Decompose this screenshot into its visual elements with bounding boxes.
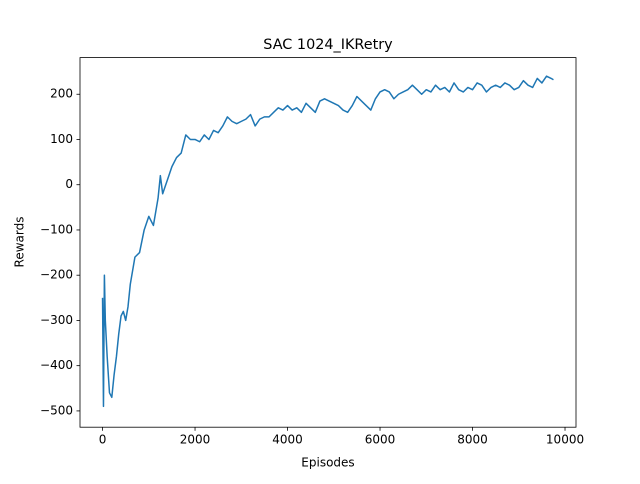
- x-axis-label: Episodes: [301, 456, 354, 470]
- axes-frame: [79, 57, 577, 428]
- y-tick-label: −300: [40, 313, 73, 327]
- x-tick-label: 6000: [365, 433, 396, 447]
- y-tick-label: 100: [50, 132, 73, 146]
- y-tick-label: 200: [50, 87, 73, 101]
- x-tick-label: 10000: [546, 433, 584, 447]
- x-tick-label: 4000: [272, 433, 303, 447]
- chart-title: SAC 1024_IKRetry: [263, 37, 393, 53]
- x-tick-label: 8000: [457, 433, 488, 447]
- y-tick-label: 0: [65, 177, 73, 191]
- x-tick-label: 0: [99, 433, 107, 447]
- y-tick-label: −500: [40, 403, 73, 417]
- y-tick-label: −100: [40, 222, 73, 236]
- data-line: [101, 75, 554, 408]
- y-tick-label: −200: [40, 268, 73, 282]
- y-tick-label: −400: [40, 358, 73, 372]
- x-tick-label: 2000: [180, 433, 211, 447]
- y-axis-label: Rewards: [13, 217, 27, 268]
